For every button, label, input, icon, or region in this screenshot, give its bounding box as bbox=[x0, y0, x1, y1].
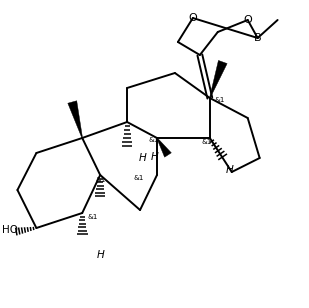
Text: &1: &1 bbox=[215, 97, 225, 103]
Polygon shape bbox=[210, 60, 227, 98]
Text: H: H bbox=[139, 153, 147, 163]
Text: H: H bbox=[96, 250, 104, 260]
Text: &1: &1 bbox=[148, 137, 159, 143]
Polygon shape bbox=[68, 101, 83, 138]
Text: H: H bbox=[226, 165, 234, 175]
Text: &1: &1 bbox=[133, 175, 143, 181]
Text: O: O bbox=[243, 15, 252, 25]
Text: H: H bbox=[151, 152, 159, 162]
Text: &1: &1 bbox=[202, 139, 212, 145]
Text: O: O bbox=[188, 13, 197, 23]
Text: B: B bbox=[254, 33, 261, 43]
Text: &1: &1 bbox=[87, 214, 98, 220]
Text: HO: HO bbox=[2, 225, 18, 235]
Text: &1: &1 bbox=[95, 177, 106, 183]
Polygon shape bbox=[157, 138, 171, 157]
